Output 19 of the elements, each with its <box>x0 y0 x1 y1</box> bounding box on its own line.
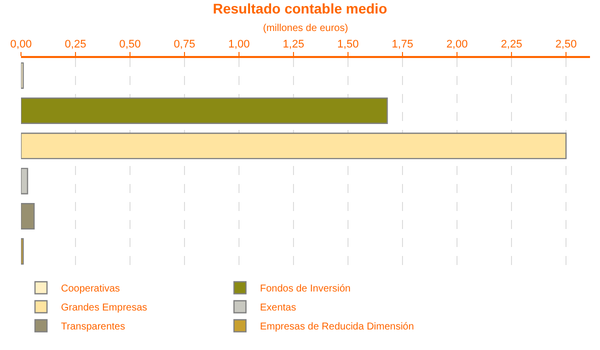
x-tick-label: 0,00 <box>10 38 32 51</box>
x-tick-label: 0,50 <box>119 38 141 51</box>
chart-subtitle: (millones de euros) <box>263 23 348 34</box>
x-tick-label: 1,00 <box>228 38 250 51</box>
x-tick-label: 0,75 <box>174 38 196 51</box>
legend-label: Fondos de Inversión <box>260 284 351 295</box>
x-tick-label: 0,25 <box>64 38 86 51</box>
legend-label: Exentas <box>260 302 296 314</box>
legend-label: Transparentes <box>61 322 126 333</box>
x-tick-label: 1,50 <box>337 38 359 51</box>
legend-label: Grandes Empresas <box>61 302 148 314</box>
legend-label: Empresas de Reducida Dimensión <box>260 322 414 333</box>
x-tick-label: 2,25 <box>500 38 522 51</box>
x-tick-label: 2,50 <box>555 38 577 51</box>
chart-title: Resultado contable medio <box>212 0 388 16</box>
x-tick-label: 1,25 <box>282 38 304 51</box>
x-tick-label: 2,00 <box>446 38 468 51</box>
legend-label: Cooperativas <box>61 284 120 295</box>
x-tick-label: 1,75 <box>392 38 414 51</box>
